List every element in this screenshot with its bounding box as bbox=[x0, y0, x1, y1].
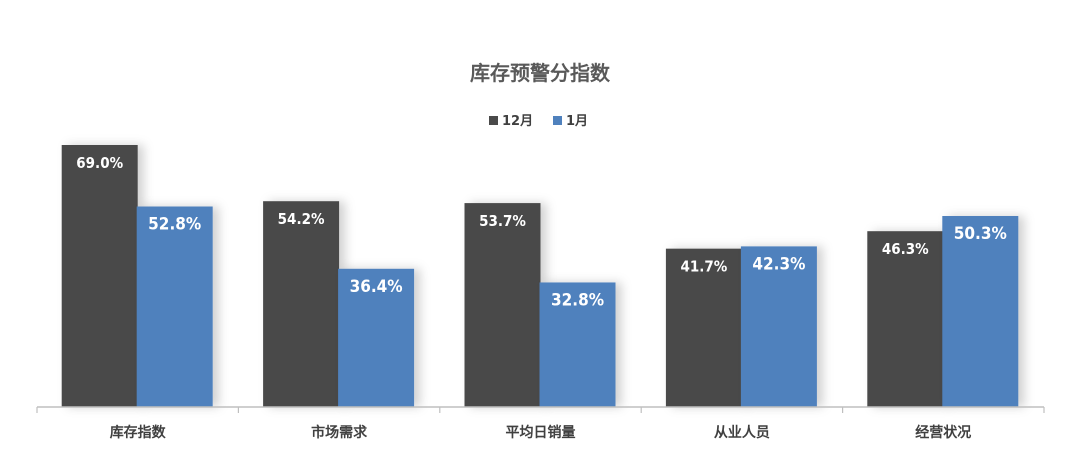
legend: 12月 1月 bbox=[489, 114, 588, 129]
data-label-1月-经营状况: 50.3% bbox=[954, 224, 1007, 244]
category-label-平均日销量: 平均日销量 bbox=[506, 424, 576, 441]
bar-12月-平均日销量 bbox=[464, 203, 541, 407]
legend-label-12月: 12月 bbox=[502, 114, 533, 129]
data-label-12月-库存指数: 69.0% bbox=[76, 154, 123, 172]
category-label-库存指数: 库存指数 bbox=[110, 424, 167, 441]
bar-12月-经营状况 bbox=[867, 231, 944, 407]
bar-12月-库存指数 bbox=[61, 145, 138, 407]
chart-title: 库存预警分指数 bbox=[470, 61, 611, 85]
data-label-12月-经营状况: 46.3% bbox=[882, 240, 929, 258]
labels-layer: 69.0% 52.8% 库存指数 54.2% 36.4% 市场需求 53.7% 32.8% 平均… bbox=[76, 154, 1007, 441]
data-label-1月-库存指数: 52.8% bbox=[148, 215, 201, 235]
category-label-经营状况: 经营状况 bbox=[915, 424, 971, 441]
bar-1月-从业人员 bbox=[740, 246, 817, 407]
x-axis bbox=[36, 406, 1045, 413]
bar-12月-从业人员 bbox=[665, 248, 742, 407]
data-label-12月-市场需求: 54.2% bbox=[278, 210, 325, 228]
bar-1月-平均日销量 bbox=[539, 282, 616, 407]
category-label-市场需求: 市场需求 bbox=[311, 424, 368, 441]
bar-1月-经营状况 bbox=[942, 216, 1019, 407]
bar-1月-市场需求 bbox=[338, 268, 415, 407]
data-label-12月-平均日销量: 53.7% bbox=[479, 212, 526, 230]
data-label-12月-从业人员: 41.7% bbox=[680, 258, 727, 276]
data-label-1月-从业人员: 42.3% bbox=[752, 254, 805, 274]
legend-swatch-12月 bbox=[489, 116, 498, 125]
bars-layer bbox=[61, 145, 1019, 407]
category-label-从业人员: 从业人员 bbox=[714, 424, 770, 441]
legend-label-1月: 1月 bbox=[566, 114, 588, 129]
data-label-1月-市场需求: 36.4% bbox=[350, 277, 403, 297]
bar-1月-库存指数 bbox=[136, 206, 213, 407]
bar-12月-市场需求 bbox=[263, 201, 340, 407]
data-label-1月-平均日销量: 32.8% bbox=[551, 290, 604, 310]
legend-swatch-1月 bbox=[553, 116, 562, 125]
